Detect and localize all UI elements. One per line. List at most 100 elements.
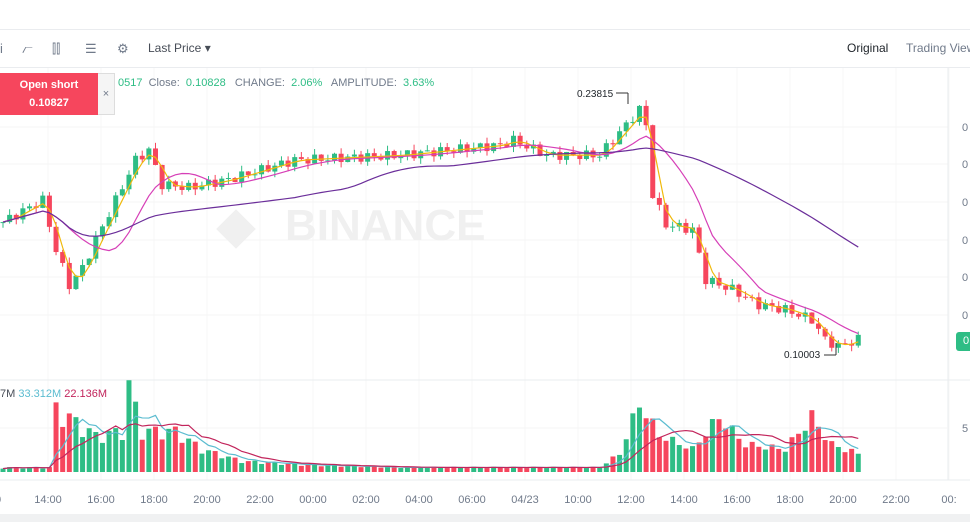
close-order-button[interactable]: × [98, 73, 115, 115]
volume-bar [497, 467, 503, 472]
volume-bar [159, 439, 165, 472]
volume-bar [60, 426, 66, 472]
volume-bar [517, 467, 523, 472]
open-short-button[interactable]: Open short 0.10827 [0, 73, 98, 115]
volume-bar [312, 464, 318, 472]
candle-body [272, 165, 278, 172]
candle-body [53, 226, 59, 253]
volume-bar [829, 441, 835, 472]
candle-body [703, 252, 709, 285]
volume-bar [809, 410, 815, 472]
candle-body [239, 171, 245, 183]
candle-body [80, 265, 86, 276]
candle-body [723, 285, 729, 290]
candle-body [457, 144, 463, 153]
volume-bar [749, 441, 755, 472]
time-axis-label: 00 [0, 494, 1, 506]
volume-bar [46, 467, 52, 472]
volume-bar [729, 425, 735, 472]
price-axis-label: 0 [962, 310, 968, 322]
candle-body [252, 174, 258, 176]
volume-bar [245, 461, 251, 472]
volume-bar [451, 466, 457, 472]
candle-body [610, 143, 616, 145]
candle-body [762, 303, 768, 310]
time-axis-label: 00: [941, 494, 956, 506]
volume-ma10-line [2, 423, 859, 470]
candle-body [20, 208, 26, 220]
volume-bar [106, 430, 112, 472]
volume-bar [796, 433, 802, 472]
indicator-icon[interactable]: i [0, 41, 3, 56]
volume-bar [219, 458, 225, 472]
candle-body [152, 148, 158, 165]
last-price-dropdown[interactable]: Last Price ▾ [148, 41, 211, 55]
candle-body [829, 336, 835, 348]
volume-bar [776, 448, 782, 472]
tab-trading-view[interactable]: Trading View [906, 41, 970, 55]
time-axis-label: 18:00 [140, 494, 168, 506]
volume-bar [119, 439, 125, 472]
low-price-label: 0.10003 [784, 350, 821, 361]
high-price-label: 0.23815 [577, 89, 614, 100]
candle-body [709, 277, 715, 285]
candle-body [464, 144, 470, 152]
candle-body [245, 171, 251, 176]
candlestick-icon[interactable]: ⫿⫿ [52, 41, 61, 56]
volume-bar [325, 465, 331, 472]
gear-icon[interactable]: ⚙ [117, 41, 129, 56]
volume-legend: 7M 33.312M 22.136M [0, 388, 107, 400]
chart-toolbar: i ⦧ ⫿⫿ ☰ ⚙ Last Price ▾ Original Trading… [0, 30, 970, 68]
candle-body [809, 312, 815, 324]
candle-body [225, 178, 231, 180]
candle-body [643, 105, 649, 126]
binance-logo-watermark [216, 209, 256, 249]
candle-body [756, 297, 762, 310]
volume-bar [7, 467, 13, 472]
volume-bar [511, 466, 517, 472]
candle-body [517, 135, 523, 145]
candle-body [404, 150, 410, 157]
chart-settings-list-icon[interactable]: ☰ [85, 41, 97, 56]
volume-bar [590, 466, 596, 472]
volume-bar [570, 466, 576, 472]
candle-body [139, 155, 145, 160]
time-axis-label: 16:00 [87, 494, 115, 506]
volume-bar [99, 442, 105, 472]
volume-bar [152, 426, 158, 472]
ma7-line [2, 116, 859, 346]
candle-body [577, 154, 583, 160]
candle-body [166, 181, 172, 190]
volume-bar [683, 448, 689, 472]
change-label: CHANGE: [234, 77, 285, 89]
candle-body [119, 189, 125, 196]
volume-bar [365, 466, 371, 472]
close-label: Close: [148, 77, 180, 89]
line-chart-icon[interactable]: ⦧ [22, 41, 33, 56]
volume-bar [736, 438, 742, 472]
candle-body [617, 131, 623, 145]
time-axis-label: 22:00 [246, 494, 274, 506]
ohlc-legend: 0517 Close: 0.10828 CHANGE: 2.06% AMPLIT… [118, 77, 434, 89]
candle-body [385, 151, 391, 160]
volume-bar [126, 380, 132, 472]
volume-bar [398, 468, 404, 472]
volume-bar [663, 440, 669, 472]
volume-bar [802, 430, 808, 472]
volume-bar [33, 467, 39, 472]
volume-bar [550, 466, 556, 472]
candle-body [670, 226, 676, 228]
candle-body [451, 151, 457, 153]
volume-bar [743, 447, 749, 472]
volume-bar [849, 448, 855, 472]
volume-bar [789, 437, 795, 472]
tab-original[interactable]: Original [847, 41, 889, 55]
candle-body [477, 143, 483, 149]
volume-bar [815, 426, 821, 472]
volume-bar [53, 402, 59, 472]
candle-body [544, 154, 550, 156]
candle-body [113, 195, 119, 218]
volume-bar [212, 451, 218, 472]
volume-ma10: 22.136M [64, 388, 108, 400]
